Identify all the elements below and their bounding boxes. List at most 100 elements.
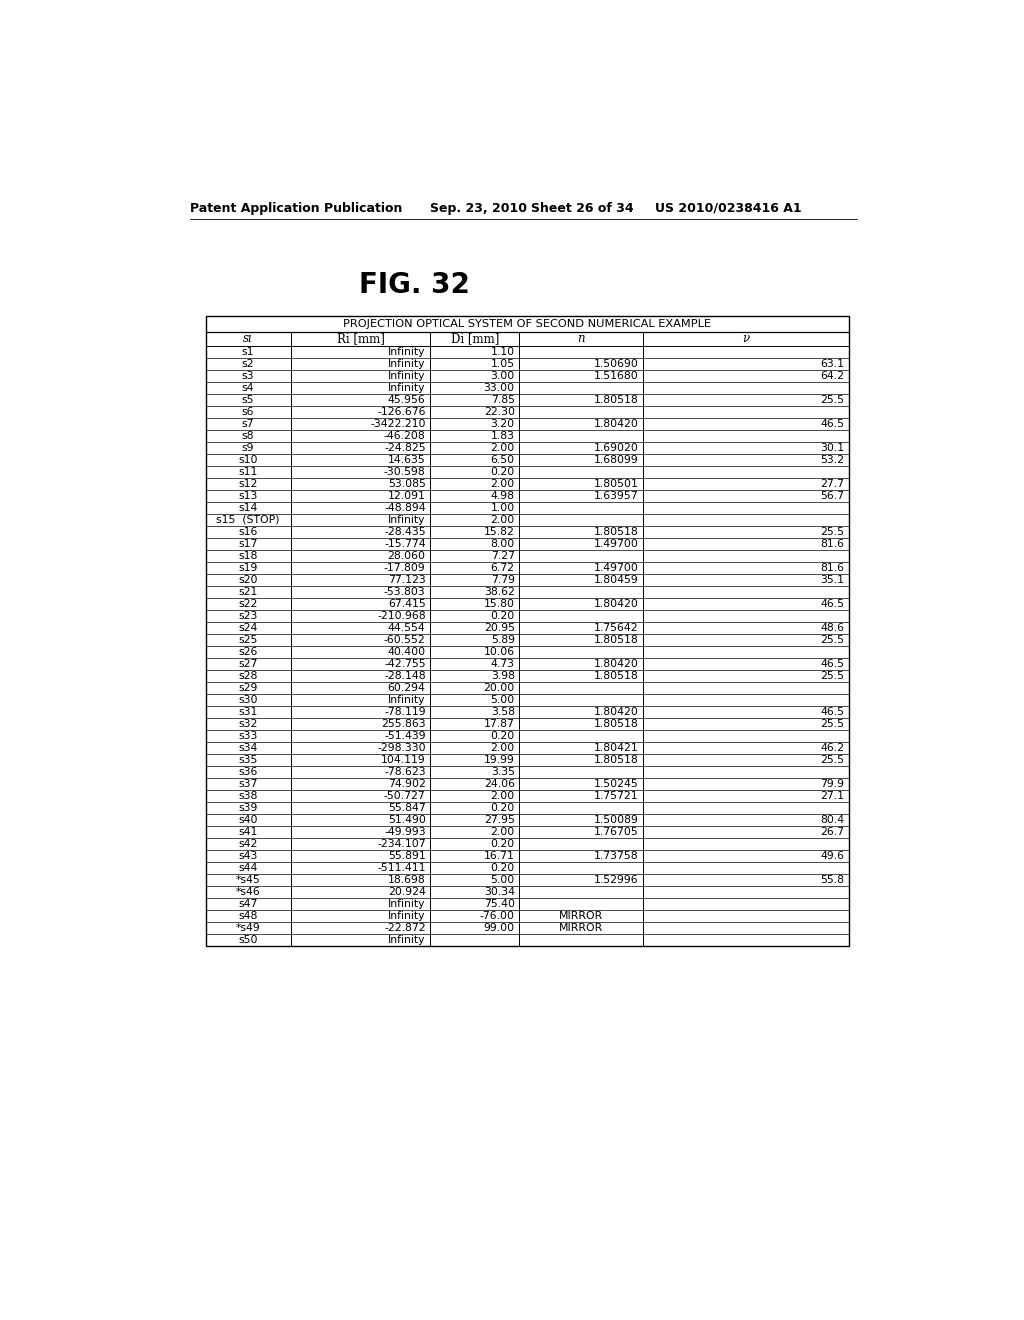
Text: 1.51680: 1.51680 (594, 371, 639, 380)
Text: 51.490: 51.490 (388, 814, 426, 825)
Text: -234.107: -234.107 (377, 840, 426, 849)
Text: 35.1: 35.1 (820, 574, 844, 585)
Text: 8.00: 8.00 (490, 539, 515, 549)
Text: 0.20: 0.20 (490, 467, 515, 477)
Text: n: n (578, 333, 585, 345)
Text: -28.148: -28.148 (384, 671, 426, 681)
Text: 63.1: 63.1 (820, 359, 844, 368)
Text: s16: s16 (239, 527, 258, 537)
Text: 0.20: 0.20 (490, 840, 515, 849)
Text: 3.35: 3.35 (490, 767, 515, 777)
Text: 46.5: 46.5 (820, 708, 844, 717)
Text: 25.5: 25.5 (820, 527, 844, 537)
Text: s30: s30 (239, 694, 258, 705)
Text: Di [mm]: Di [mm] (451, 333, 499, 345)
Text: 5.00: 5.00 (490, 875, 515, 884)
Text: -3422.210: -3422.210 (370, 418, 426, 429)
Text: s50: s50 (239, 935, 258, 945)
Text: 46.5: 46.5 (820, 599, 844, 609)
Text: -53.803: -53.803 (384, 587, 426, 597)
Text: 25.5: 25.5 (820, 755, 844, 764)
Text: FIG. 32: FIG. 32 (359, 272, 470, 300)
Text: Ri [mm]: Ri [mm] (337, 333, 384, 345)
Text: 28.060: 28.060 (388, 550, 426, 561)
Text: 55.8: 55.8 (820, 875, 844, 884)
Text: 1.00: 1.00 (490, 503, 515, 512)
Text: ν: ν (742, 333, 750, 345)
Text: s26: s26 (239, 647, 258, 657)
Text: 0.20: 0.20 (490, 803, 515, 813)
Text: 3.20: 3.20 (490, 418, 515, 429)
Text: s19: s19 (239, 562, 258, 573)
Text: s24: s24 (239, 623, 258, 632)
Text: 3.58: 3.58 (490, 708, 515, 717)
Text: 25.5: 25.5 (820, 671, 844, 681)
Text: -42.755: -42.755 (384, 659, 426, 669)
Text: 10.06: 10.06 (483, 647, 515, 657)
Text: Infinity: Infinity (388, 359, 426, 368)
Text: 4.98: 4.98 (490, 491, 515, 500)
Text: 81.6: 81.6 (820, 562, 844, 573)
Text: 1.10: 1.10 (490, 347, 515, 356)
Text: 17.87: 17.87 (484, 719, 515, 729)
Text: 2.00: 2.00 (490, 479, 515, 488)
Text: s17: s17 (239, 539, 258, 549)
Text: 5.00: 5.00 (490, 694, 515, 705)
Text: -24.825: -24.825 (384, 442, 426, 453)
Text: 26.7: 26.7 (820, 828, 844, 837)
Text: s35: s35 (239, 755, 258, 764)
Text: 24.06: 24.06 (483, 779, 515, 789)
Text: s34: s34 (239, 743, 258, 752)
Text: 0.20: 0.20 (490, 611, 515, 620)
Text: s23: s23 (239, 611, 258, 620)
Text: Infinity: Infinity (388, 899, 426, 909)
Text: Sheet 26 of 34: Sheet 26 of 34 (531, 202, 634, 215)
Text: 25.5: 25.5 (820, 635, 844, 644)
Text: s38: s38 (239, 791, 258, 801)
Text: s13: s13 (239, 491, 258, 500)
Text: 46.5: 46.5 (820, 659, 844, 669)
Text: Infinity: Infinity (388, 515, 426, 524)
Text: 22.30: 22.30 (483, 407, 515, 417)
Text: 12.091: 12.091 (388, 491, 426, 500)
Text: 2.00: 2.00 (490, 743, 515, 752)
Text: 33.00: 33.00 (483, 383, 515, 392)
Text: -298.330: -298.330 (377, 743, 426, 752)
Text: 25.5: 25.5 (820, 395, 844, 404)
Text: s29: s29 (239, 682, 258, 693)
Text: 64.2: 64.2 (820, 371, 844, 380)
Text: 77.123: 77.123 (388, 574, 426, 585)
Text: 80.4: 80.4 (820, 814, 844, 825)
Text: s40: s40 (239, 814, 258, 825)
Text: 1.49700: 1.49700 (594, 539, 639, 549)
Text: s14: s14 (239, 503, 258, 512)
Text: s4: s4 (242, 383, 254, 392)
Text: 1.76705: 1.76705 (594, 828, 639, 837)
Text: MIRROR: MIRROR (559, 911, 603, 921)
Text: s39: s39 (239, 803, 258, 813)
Text: -210.968: -210.968 (377, 611, 426, 620)
Text: -511.411: -511.411 (377, 863, 426, 873)
Text: 2.00: 2.00 (490, 515, 515, 524)
Text: s5: s5 (242, 395, 254, 404)
Text: -30.598: -30.598 (384, 467, 426, 477)
Text: 1.80518: 1.80518 (594, 755, 639, 764)
Text: s2: s2 (242, 359, 254, 368)
Text: Infinity: Infinity (388, 371, 426, 380)
Text: 7.85: 7.85 (490, 395, 515, 404)
Text: -60.552: -60.552 (384, 635, 426, 644)
Text: 1.75721: 1.75721 (594, 791, 639, 801)
Text: 40.400: 40.400 (387, 647, 426, 657)
Text: Infinity: Infinity (388, 935, 426, 945)
Text: 1.80518: 1.80518 (594, 719, 639, 729)
Text: 46.2: 46.2 (820, 743, 844, 752)
Text: s11: s11 (239, 467, 258, 477)
Text: 5.89: 5.89 (490, 635, 515, 644)
Text: s1: s1 (242, 347, 254, 356)
Text: -48.894: -48.894 (384, 503, 426, 512)
Text: *s46: *s46 (236, 887, 260, 898)
Text: s28: s28 (239, 671, 258, 681)
Text: 27.1: 27.1 (820, 791, 844, 801)
Text: 53.085: 53.085 (388, 479, 426, 488)
Text: 20.95: 20.95 (483, 623, 515, 632)
